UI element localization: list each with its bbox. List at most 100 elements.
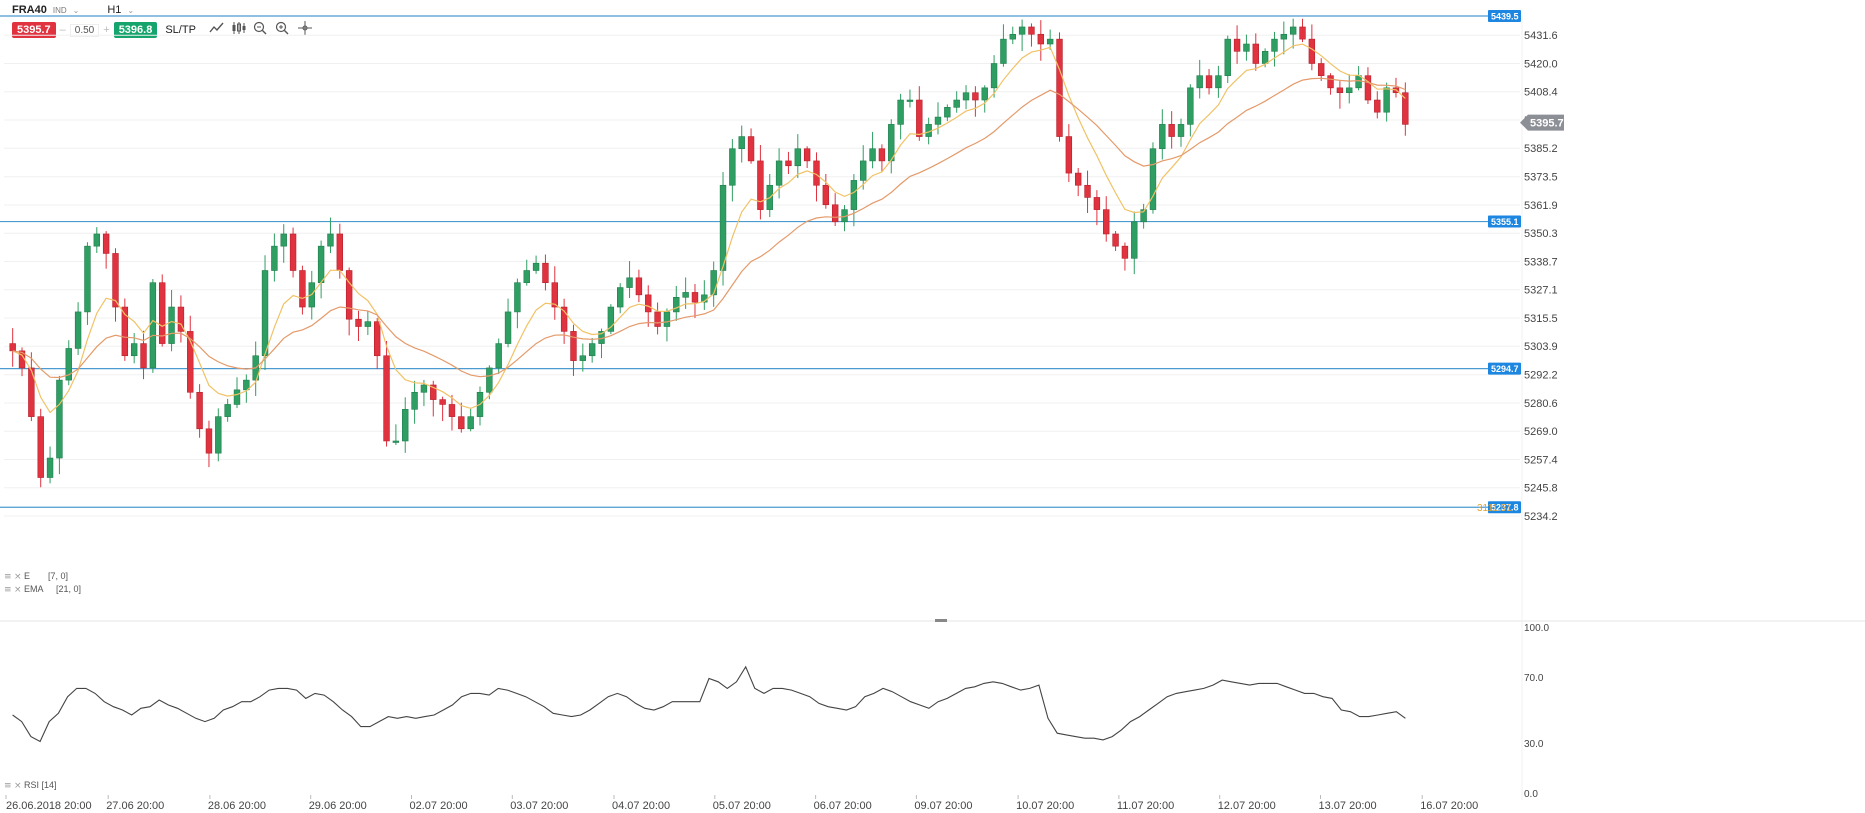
y-tick-label: 5280.6 [1524, 398, 1558, 410]
candle-up [84, 245, 91, 313]
indicator-name: E [24, 571, 30, 581]
candle-down [1336, 87, 1344, 94]
x-tick-label: 06.07 20:00 [814, 800, 872, 812]
rsi-y-tick-label: 0.0 [1524, 789, 1538, 800]
level-label-bg[interactable] [1488, 362, 1521, 375]
candle-up [1289, 26, 1297, 35]
level-label[interactable]: 5294.7 [1491, 364, 1519, 374]
timeframe-selector[interactable]: H1 [107, 4, 122, 16]
candle-up [934, 116, 942, 125]
candle-down [1233, 38, 1241, 52]
candle-down [1074, 172, 1082, 186]
sell-button[interactable]: 5395.7 [12, 22, 56, 38]
level-label[interactable]: 5439.5 [1491, 12, 1519, 22]
indicator-params: [7, 0] [48, 571, 68, 581]
indicator-legend[interactable]: ≡ × E [7, 0] ≡ × EMA [21, 0] [4, 571, 81, 595]
candle-down [1168, 124, 1175, 137]
candle-up [579, 355, 587, 361]
spread-decrease-button[interactable]: – [59, 24, 66, 36]
current-price-label: 5395.7 [1530, 118, 1564, 130]
candle-up [1009, 33, 1016, 40]
level-label[interactable]: 5237.8 [1491, 503, 1519, 513]
panel-resize-handle[interactable] [935, 619, 947, 622]
candle-up [46, 457, 54, 478]
timeframe-chevron-down-icon[interactable]: ⌄ [127, 5, 135, 15]
x-tick-label: 26.06.2018 20:00 [6, 800, 92, 812]
zoom-in-icon[interactable] [272, 21, 294, 39]
candle-up [1383, 87, 1390, 113]
candle-down [1093, 197, 1101, 210]
candle-up [663, 311, 671, 327]
candle-up [1215, 75, 1222, 89]
candle-down [972, 92, 979, 101]
menu-icon[interactable]: ≡ [4, 585, 12, 595]
indicator-legend-item[interactable]: ≡ × EMA [21, 0] [4, 584, 81, 595]
candle-up [1243, 43, 1250, 52]
rsi-legend[interactable]: ≡ × RSI [14] [4, 780, 57, 791]
candle-down [1121, 245, 1129, 259]
candle-down [747, 136, 755, 162]
level-label-bg[interactable] [1488, 10, 1521, 22]
candle-up [532, 262, 540, 271]
line-chart-icon[interactable] [206, 21, 228, 39]
level-label-bg[interactable] [1488, 215, 1521, 228]
menu-icon[interactable]: ≡ [4, 572, 12, 582]
time-axis[interactable]: 26.06.2018 20:00 27.06 20:00 28.06 20:00 29… [5, 795, 1478, 812]
symbol-selector[interactable]: FRA40 [12, 4, 47, 16]
candle-down [691, 292, 699, 303]
rsi-menu-icon[interactable]: ≡ [4, 781, 12, 791]
close-icon[interactable]: × [14, 572, 22, 582]
candle-up [271, 245, 278, 271]
candle-down [1084, 184, 1091, 198]
level-label-bg[interactable] [1488, 501, 1521, 514]
y-tick-label: 5234.2 [1524, 511, 1558, 523]
crosshair-icon[interactable] [294, 21, 316, 39]
candle-up [1159, 124, 1166, 150]
candle-type-icon[interactable] [228, 21, 250, 39]
candle-up [869, 148, 876, 162]
candle-up [738, 136, 745, 150]
candle-down [1065, 136, 1073, 174]
candle-up [514, 282, 521, 313]
x-tick-label: 09.07 20:00 [914, 800, 972, 812]
candle-down [542, 262, 549, 283]
rsi-close-icon[interactable]: × [14, 781, 22, 791]
candle-down [458, 416, 465, 430]
candle-up [504, 311, 512, 344]
candle-down [159, 282, 166, 344]
level-label[interactable]: 5355.1 [1491, 217, 1519, 227]
candle-up [280, 233, 287, 247]
trade-toolbar: 5395.7 – 0.50 + 5396.8 SL/TP [0, 20, 316, 40]
candle-down [345, 270, 353, 320]
y-tick-label: 5431.6 [1524, 30, 1558, 42]
zoom-out-icon[interactable] [250, 21, 272, 39]
candle-down [757, 160, 764, 210]
candle-up [626, 277, 633, 288]
indicator-name: EMA [24, 584, 44, 594]
candle-up [65, 348, 72, 381]
sl-tp-button[interactable]: SL/TP [165, 24, 196, 36]
candle-down [785, 160, 792, 167]
candle-up [981, 87, 988, 101]
candle-down [1252, 43, 1259, 64]
x-tick-label: 28.06 20:00 [208, 800, 266, 812]
chevron-down-icon[interactable]: ⌄ [72, 5, 80, 15]
candle-down [551, 282, 558, 308]
candle-up [607, 306, 615, 332]
y-tick-label: 5303.9 [1524, 341, 1558, 353]
candle-up [888, 124, 895, 162]
indicator-legend-item[interactable]: ≡ × E [7, 0] [4, 571, 68, 582]
price-axis[interactable]: 5431.65420.05408.45396.85385.25373.55361… [1477, 30, 1564, 523]
candle-down [102, 233, 110, 254]
candle-up [486, 367, 493, 393]
candle-up [850, 180, 858, 210]
close-icon[interactable]: × [14, 585, 22, 595]
spread-increase-button[interactable]: + [103, 24, 110, 36]
x-tick-label: 03.07 20:00 [510, 800, 568, 812]
x-tick-label: 10.07 20:00 [1016, 800, 1074, 812]
instrument-header: FRA40 IND ⌄ H1 ⌄ [0, 0, 134, 20]
candle-down [1374, 99, 1381, 113]
buy-button[interactable]: 5396.8 [113, 22, 158, 38]
spread-value[interactable]: 0.50 [69, 23, 100, 37]
